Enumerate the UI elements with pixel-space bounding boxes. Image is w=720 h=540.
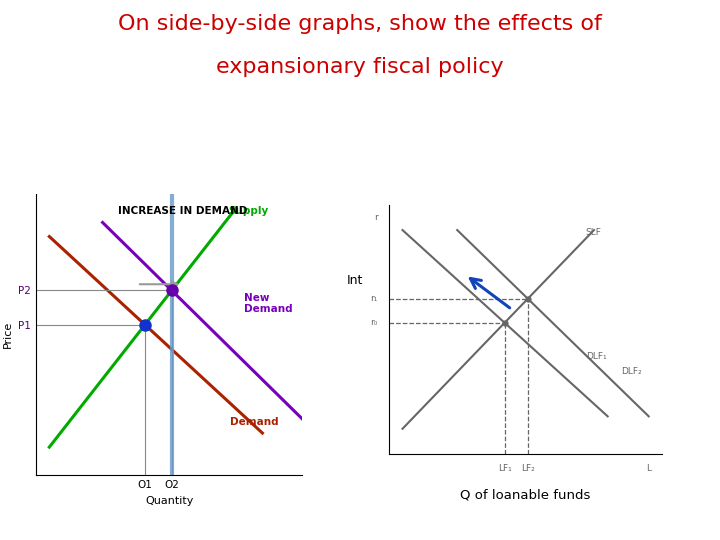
Text: New
Demand: New Demand — [244, 293, 292, 314]
Text: LF₂: LF₂ — [521, 464, 535, 473]
Text: r₁: r₁ — [371, 294, 378, 303]
Text: r: r — [374, 213, 378, 222]
Text: Int: Int — [347, 274, 364, 287]
Text: INCREASE IN DEMAND: INCREASE IN DEMAND — [118, 206, 247, 215]
Text: On side-by-side graphs, show the effects of: On side-by-side graphs, show the effects… — [118, 14, 602, 33]
Text: expansionary fiscal policy: expansionary fiscal policy — [216, 57, 504, 77]
Y-axis label: Price: Price — [3, 321, 13, 348]
Text: r₀: r₀ — [371, 318, 378, 327]
X-axis label: Quantity: Quantity — [145, 496, 194, 505]
Text: L: L — [647, 464, 651, 473]
Text: SLF: SLF — [586, 228, 602, 237]
Text: Supply: Supply — [228, 206, 268, 216]
Text: DLF₁: DLF₁ — [586, 352, 606, 361]
Text: Demand: Demand — [230, 417, 279, 427]
Text: LF₁: LF₁ — [498, 464, 511, 473]
Text: Q of loanable funds: Q of loanable funds — [460, 489, 591, 502]
Text: DLF₂: DLF₂ — [621, 367, 642, 376]
